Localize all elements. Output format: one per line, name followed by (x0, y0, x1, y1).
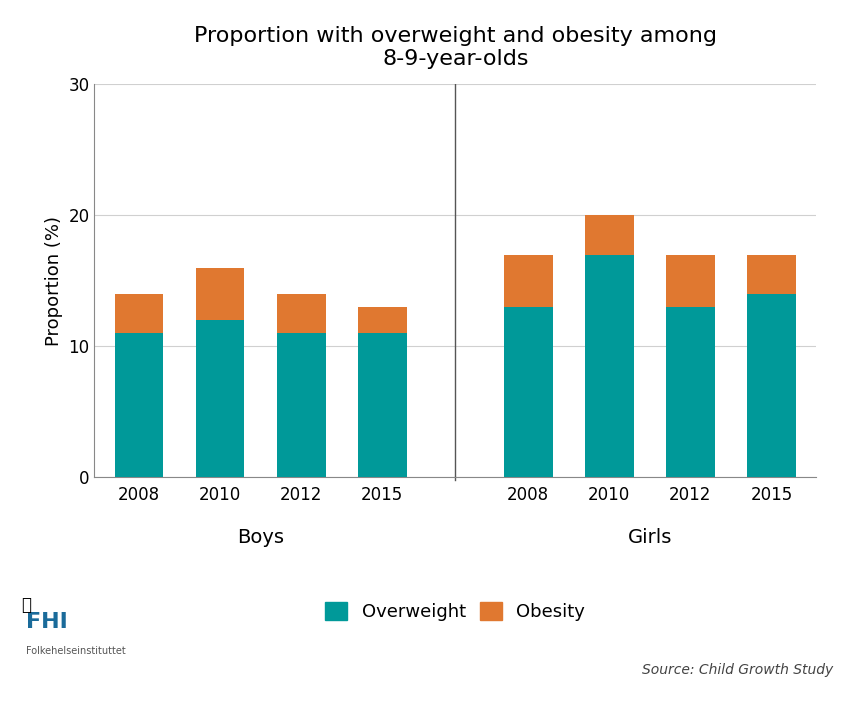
Legend: Overweight, Obesity: Overweight, Obesity (316, 592, 594, 630)
Bar (585, 216, 634, 255)
Text: Girls: Girls (628, 529, 672, 548)
Bar (504, 307, 552, 477)
Bar (277, 333, 326, 477)
Bar (666, 255, 715, 307)
Bar (358, 333, 406, 477)
Bar (747, 255, 795, 294)
Bar (666, 307, 715, 477)
Text: FHI: FHI (26, 612, 68, 632)
Text: Folkehelseinstituttet: Folkehelseinstituttet (26, 647, 125, 656)
Bar (196, 320, 245, 477)
Bar (358, 307, 406, 333)
Text: 🦅: 🦅 (21, 596, 32, 614)
Y-axis label: Proportion (%): Proportion (%) (45, 216, 63, 346)
Bar (196, 267, 245, 320)
Bar (115, 294, 163, 333)
Bar (504, 255, 552, 307)
Text: Source: Child Growth Study: Source: Child Growth Study (642, 663, 833, 677)
Title: Proportion with overweight and obesity among
8-9-year-olds: Proportion with overweight and obesity a… (194, 25, 716, 69)
Bar (585, 255, 634, 477)
Bar (277, 294, 326, 333)
Bar (115, 333, 163, 477)
Bar (747, 294, 795, 477)
Text: Boys: Boys (237, 529, 284, 548)
